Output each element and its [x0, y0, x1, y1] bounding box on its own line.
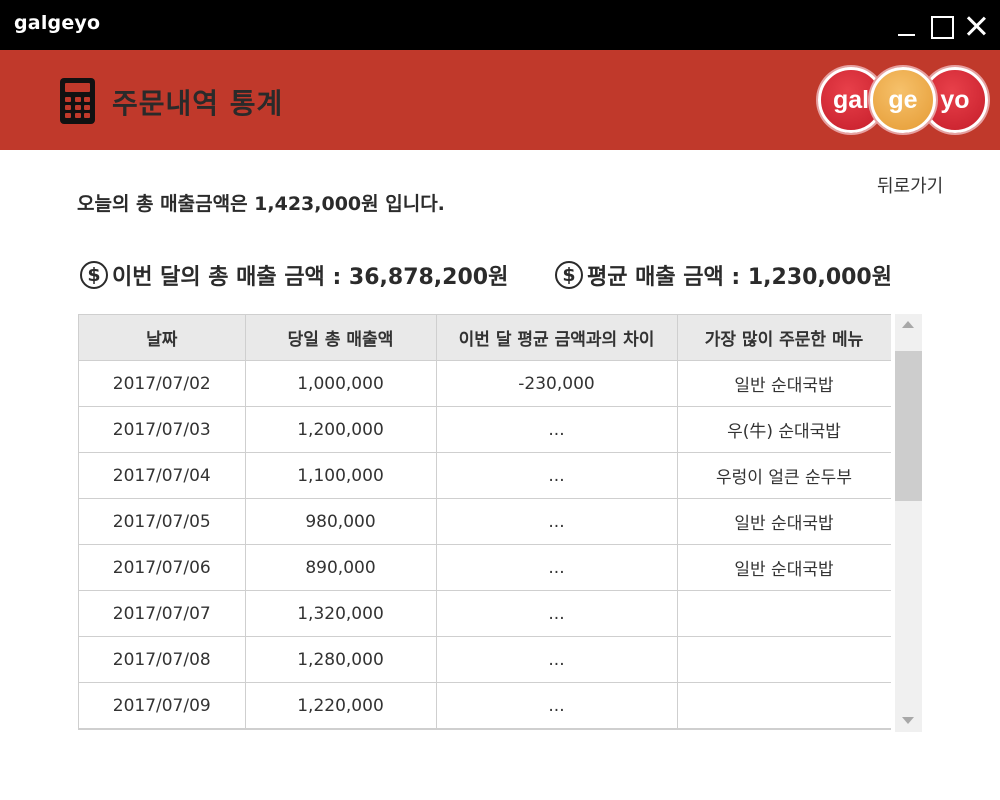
galgeyo-logo: gal yo ge — [818, 67, 988, 133]
cell-avg-diff: ... — [436, 682, 678, 729]
cell-avg-diff: ... — [436, 452, 678, 499]
column-header-daily-total[interactable]: 당일 총 매출액 — [245, 314, 437, 361]
sales-table: 날짜 당일 총 매출액 이번 달 평균 금액과의 차이 가장 많이 주문한 메뉴… — [79, 314, 891, 729]
cell-top-menu: 일반 순대국밥 — [677, 360, 891, 407]
cell-date: 2017/07/03 — [79, 406, 246, 453]
cell-top-menu: 일반 순대국밥 — [677, 498, 891, 545]
cell-top-menu — [677, 682, 891, 729]
cell-top-menu: 우(牛) 순대국밥 — [677, 406, 891, 453]
cell-date: 2017/07/02 — [79, 360, 246, 407]
cell-daily-total: 1,220,000 — [245, 682, 437, 729]
cell-daily-total: 1,320,000 — [245, 590, 437, 637]
cell-date: 2017/07/04 — [79, 452, 246, 499]
scroll-down-arrow-icon[interactable] — [895, 710, 922, 732]
window-titlebar: galgeyo — [0, 0, 1000, 50]
cell-avg-diff: -230,000 — [436, 360, 678, 407]
maximize-button[interactable] — [928, 13, 954, 39]
cell-top-menu: 우렁이 얼큰 순두부 — [677, 452, 891, 499]
month-total-label: 이번 달의 총 매출 금액 : 36,878,200원 — [112, 265, 509, 290]
cell-avg-diff: ... — [436, 590, 678, 637]
back-link[interactable]: 뒤로가기 — [877, 176, 944, 197]
cell-daily-total: 1,200,000 — [245, 406, 437, 453]
cell-top-menu — [677, 636, 891, 683]
cell-daily-total: 980,000 — [245, 498, 437, 545]
dollar-circle-icon: $ — [80, 261, 108, 289]
calculator-icon — [60, 78, 95, 124]
cell-date: 2017/07/06 — [79, 544, 246, 591]
column-header-top-menu[interactable]: 가장 많이 주문한 메뉴 — [677, 314, 891, 361]
cell-top-menu: 일반 순대국밥 — [677, 544, 891, 591]
cell-avg-diff: ... — [436, 498, 678, 545]
cell-daily-total: 890,000 — [245, 544, 437, 591]
scrollbar-thumb[interactable] — [895, 351, 922, 501]
table-header-row: 날짜 당일 총 매출액 이번 달 평균 금액과의 차이 가장 많이 주문한 메뉴 — [79, 314, 891, 361]
cell-daily-total: 1,100,000 — [245, 452, 437, 499]
page-title: 주문내역 통계 — [112, 87, 284, 120]
app-name: galgeyo — [14, 12, 101, 34]
cell-top-menu — [677, 590, 891, 637]
table-row[interactable]: 2017/07/08 1,280,000 ... — [79, 636, 891, 683]
column-header-date[interactable]: 날짜 — [79, 314, 246, 361]
page-header: 주문내역 통계 gal yo ge — [0, 50, 1000, 150]
minimize-button[interactable] — [894, 13, 920, 39]
month-total-stat: $ 이번 달의 총 매출 금액 : 36,878,200원 — [80, 259, 508, 291]
table-row[interactable]: 2017/07/04 1,100,000 ... 우렁이 얼큰 순두부 — [79, 452, 891, 499]
dollar-circle-icon: $ — [555, 261, 583, 289]
table-row[interactable]: 2017/07/03 1,200,000 ... 우(牛) 순대국밥 — [79, 406, 891, 453]
cell-avg-diff: ... — [436, 636, 678, 683]
close-button[interactable] — [963, 13, 989, 39]
cell-avg-diff: ... — [436, 544, 678, 591]
table-row[interactable]: 2017/07/09 1,220,000 ... — [79, 682, 891, 729]
table-row[interactable]: 2017/07/07 1,320,000 ... — [79, 590, 891, 637]
table-scrollbar[interactable] — [895, 314, 922, 732]
table-row[interactable]: 2017/07/02 1,000,000 -230,000 일반 순대국밥 — [79, 360, 891, 407]
cell-date: 2017/07/05 — [79, 498, 246, 545]
cell-date: 2017/07/09 — [79, 682, 246, 729]
cell-date: 2017/07/07 — [79, 590, 246, 637]
table-row[interactable]: 2017/07/05 980,000 ... 일반 순대국밥 — [79, 498, 891, 545]
cell-avg-diff: ... — [436, 406, 678, 453]
logo-part-ge: ge — [870, 67, 936, 133]
sales-table-container: 날짜 당일 총 매출액 이번 달 평균 금액과의 차이 가장 많이 주문한 메뉴… — [78, 314, 891, 730]
logo-part-yo: yo — [922, 67, 988, 133]
cell-daily-total: 1,000,000 — [245, 360, 437, 407]
scroll-up-arrow-icon[interactable] — [895, 314, 922, 336]
cell-date: 2017/07/08 — [79, 636, 246, 683]
today-sales-summary: 오늘의 총 매출금액은 1,423,000원 입니다. — [77, 193, 445, 215]
column-header-avg-diff[interactable]: 이번 달 평균 금액과의 차이 — [436, 314, 678, 361]
cell-daily-total: 1,280,000 — [245, 636, 437, 683]
average-label: 평균 매출 금액 : 1,230,000원 — [587, 265, 892, 290]
average-stat: $ 평균 매출 금액 : 1,230,000원 — [555, 259, 892, 291]
table-row[interactable]: 2017/07/06 890,000 ... 일반 순대국밥 — [79, 544, 891, 591]
